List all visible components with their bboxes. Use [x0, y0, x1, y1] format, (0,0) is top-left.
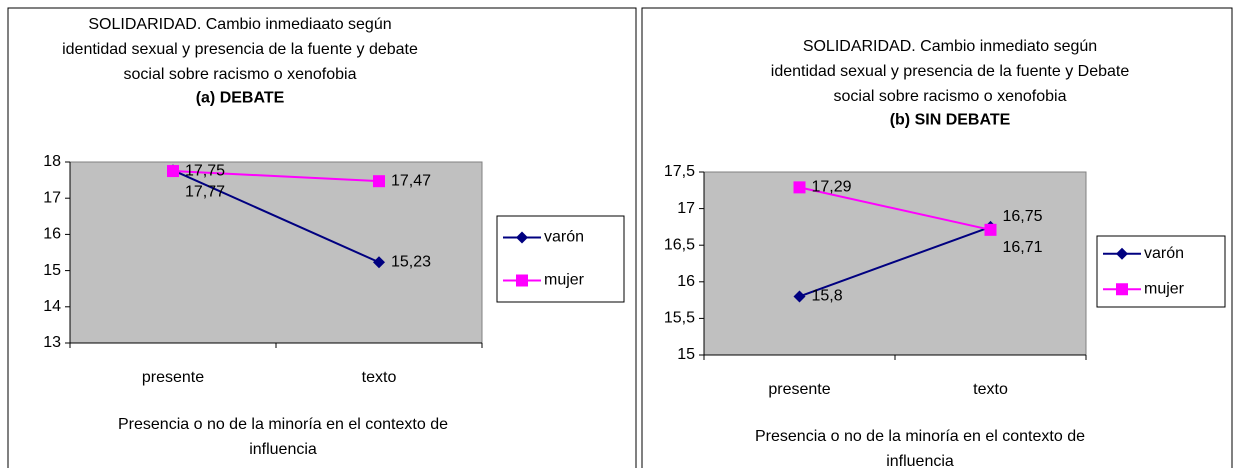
chart-title: SOLIDARIDAD. Cambio inmediaato según — [88, 16, 391, 33]
y-tick-label: 17,5 — [664, 163, 695, 180]
y-tick-label: 16 — [677, 273, 695, 290]
y-tick-label: 17 — [43, 189, 61, 206]
chart-title: identidad sexual y presencia de la fuent… — [62, 41, 418, 58]
chart-title: identidad sexual y presencia de la fuent… — [771, 63, 1130, 80]
y-tick-label: 14 — [43, 298, 61, 315]
legend-label: varón — [1144, 245, 1184, 262]
x-tick-label: texto — [973, 381, 1008, 398]
data-label: 17,75 — [185, 162, 225, 179]
series-line — [799, 225, 991, 298]
y-tick-label: 15 — [43, 262, 61, 279]
x-axis-label: Presencia o no de la minoría en el conte… — [755, 428, 1085, 445]
legend-label: mujer — [1144, 280, 1185, 297]
data-label: 16,75 — [1003, 208, 1043, 225]
data-point — [373, 256, 385, 269]
y-tick-label: 18 — [43, 153, 61, 170]
legend — [496, 215, 625, 303]
series-line — [172, 169, 380, 264]
legend-label: mujer — [544, 272, 585, 289]
y-tick-label: 15 — [677, 346, 695, 363]
data-label: 16,71 — [1003, 239, 1043, 256]
y-tick-label: 16 — [43, 226, 61, 243]
series-line — [799, 186, 991, 231]
x-axis-label: Presencia o no de la minoría en el conte… — [118, 416, 448, 433]
data-point — [373, 175, 385, 188]
plot-area — [703, 171, 1087, 356]
x-tick-label: presente — [142, 369, 204, 386]
chart-frame — [7, 7, 637, 468]
data-label: 17,47 — [391, 172, 431, 189]
chart-title: SOLIDARIDAD. Cambio inmediato según — [803, 38, 1097, 55]
data-label: 17,77 — [185, 184, 225, 201]
data-point — [793, 290, 806, 303]
y-tick-label: 15,5 — [664, 310, 695, 327]
series-line — [172, 170, 380, 183]
chart-subtitle: (a) DEBATE — [196, 90, 285, 107]
chart-title: social sobre racismo o xenofobia — [833, 88, 1066, 105]
chart-subtitle: (b) SIN DEBATE — [890, 112, 1011, 129]
y-tick-label: 16,5 — [664, 236, 695, 253]
legend-marker — [1116, 283, 1128, 296]
legend-label: varón — [544, 229, 584, 246]
data-label: 15,8 — [812, 288, 843, 305]
x-tick-label: texto — [362, 369, 397, 386]
y-tick-label: 13 — [43, 334, 61, 351]
data-point — [167, 165, 179, 178]
chart-title: social sobre racismo o xenofobia — [123, 66, 356, 83]
data-label: 17,29 — [812, 179, 852, 196]
data-point — [984, 223, 997, 236]
x-axis-label: influencia — [249, 441, 317, 458]
data-label: 15,23 — [391, 253, 431, 270]
x-tick-label: presente — [768, 381, 830, 398]
chart-frame — [641, 7, 1233, 468]
legend-marker — [516, 231, 528, 244]
data-point — [793, 181, 806, 194]
legend-marker — [1116, 247, 1128, 260]
legend-marker — [516, 274, 528, 287]
x-axis-label: influencia — [886, 453, 954, 468]
y-tick-label: 17 — [677, 200, 695, 217]
